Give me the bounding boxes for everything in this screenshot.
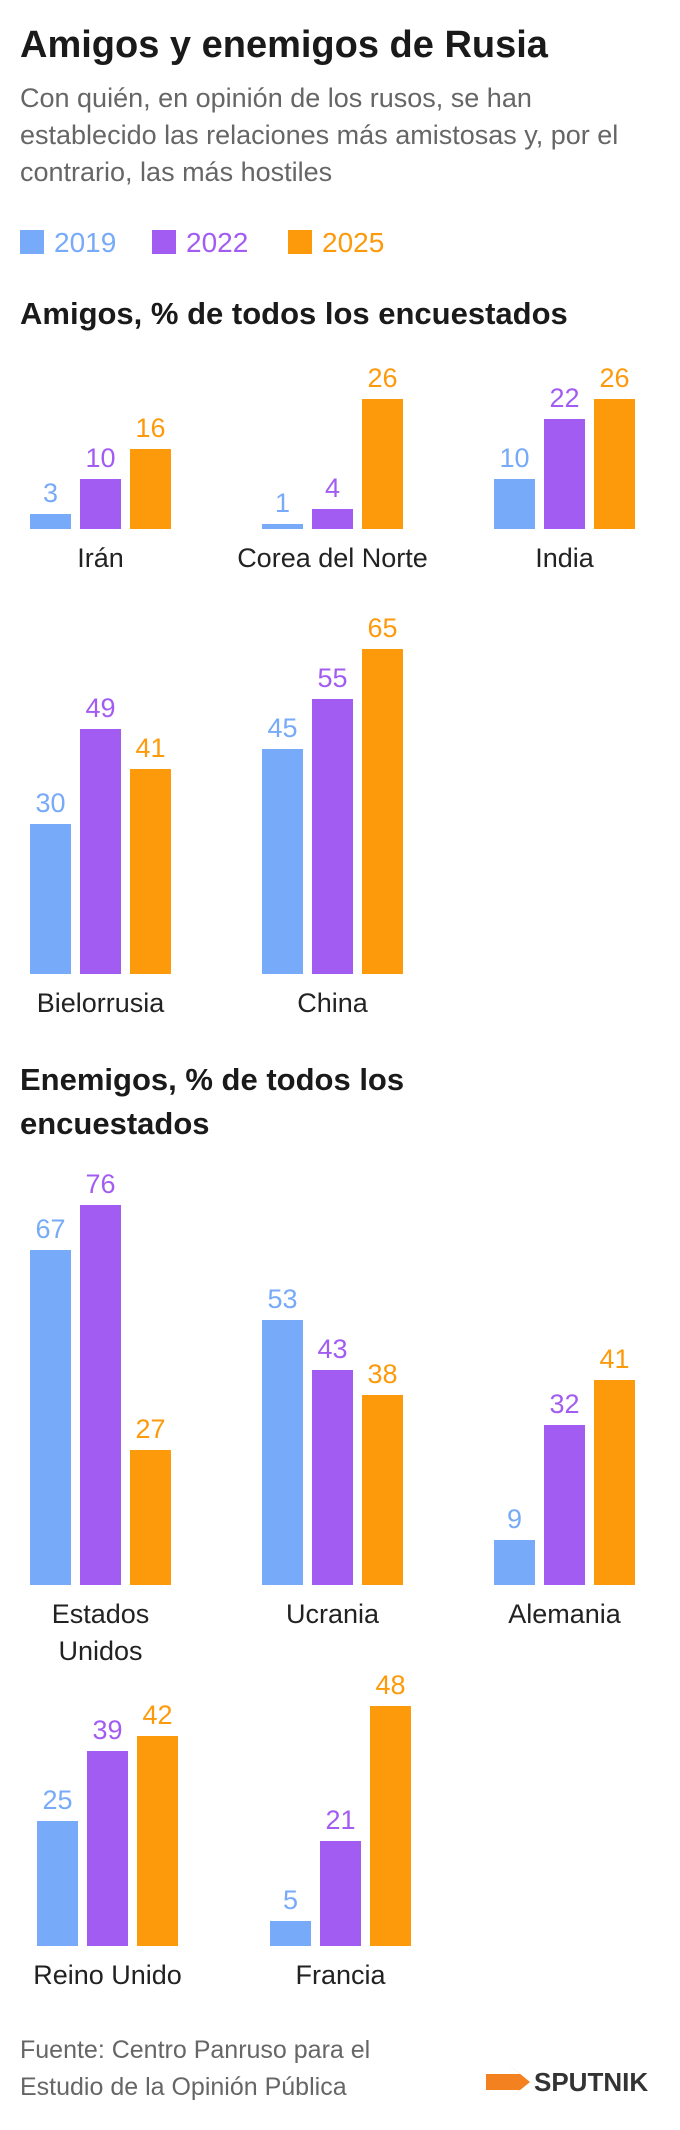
bar — [312, 1370, 353, 1585]
value-label: 55 — [317, 663, 347, 693]
category-label: Alemania — [508, 1599, 622, 1629]
bar — [312, 509, 353, 529]
category-label: India — [535, 543, 595, 573]
value-label: 32 — [549, 1389, 579, 1419]
bar — [130, 1450, 171, 1585]
value-label: 76 — [85, 1169, 115, 1199]
value-label: 67 — [35, 1214, 65, 1244]
bar — [594, 1380, 635, 1585]
bar — [262, 524, 303, 529]
value-label: 26 — [367, 363, 397, 393]
bar — [362, 399, 403, 529]
bar — [262, 749, 303, 974]
value-label: 39 — [92, 1715, 122, 1745]
value-label: 4 — [325, 473, 340, 503]
legend-label: 2022 — [186, 227, 248, 258]
legend-label: 2019 — [54, 227, 116, 258]
value-label: 9 — [507, 1504, 522, 1534]
bar — [130, 449, 171, 529]
bar — [362, 1395, 403, 1585]
value-label: 26 — [599, 363, 629, 393]
value-label: 1 — [275, 488, 290, 518]
legend-swatch — [288, 230, 312, 254]
value-label: 41 — [599, 1344, 629, 1374]
bar — [320, 1841, 361, 1946]
category-label: Reino Unido — [33, 1960, 182, 1990]
bar — [30, 824, 71, 974]
bar — [370, 1706, 411, 1946]
value-label: 45 — [267, 713, 297, 743]
bar — [362, 649, 403, 974]
value-label: 22 — [549, 383, 579, 413]
category-label: Francia — [295, 1960, 386, 1990]
bar — [544, 419, 585, 529]
bar — [494, 1540, 535, 1585]
brand-logo — [486, 2064, 530, 2100]
category-label: China — [297, 988, 369, 1018]
value-label: 30 — [35, 788, 65, 818]
bar — [137, 1736, 178, 1946]
value-label: 42 — [142, 1700, 172, 1730]
legend-swatch — [20, 230, 44, 254]
value-label: 16 — [135, 413, 165, 443]
category-label: Ucrania — [286, 1599, 380, 1629]
bar — [594, 399, 635, 529]
value-label: 43 — [317, 1334, 347, 1364]
source-line: Estudio de la Opinión Pública — [20, 2073, 347, 2101]
value-label: 41 — [135, 733, 165, 763]
bar — [80, 1205, 121, 1585]
value-label: 27 — [135, 1414, 165, 1444]
source: Fuente: Centro Panruso para el Estudio d… — [20, 2032, 370, 2106]
section-heading: Enemigos, % de todos los encuestados — [20, 1062, 405, 1141]
value-label: 53 — [267, 1284, 297, 1314]
value-label: 3 — [43, 478, 58, 508]
value-label: 48 — [375, 1670, 405, 1700]
title: Amigos y enemigos de Rusia — [20, 24, 548, 66]
legend-label: 2025 — [322, 227, 384, 258]
bar — [262, 1320, 303, 1585]
value-label: 65 — [367, 613, 397, 643]
bar — [80, 729, 121, 974]
value-label: 5 — [283, 1885, 298, 1915]
value-label: 21 — [325, 1805, 355, 1835]
bar — [312, 699, 353, 974]
source-line: Fuente: Centro Panruso para el — [20, 2036, 371, 2064]
value-label: 38 — [367, 1359, 397, 1389]
bar — [30, 1250, 71, 1585]
value-label: 25 — [42, 1785, 72, 1815]
bar — [87, 1751, 128, 1946]
bar — [494, 479, 535, 529]
legend-swatch — [152, 230, 176, 254]
bar — [37, 1821, 78, 1946]
value-label: 10 — [85, 443, 115, 473]
bar — [270, 1921, 311, 1946]
category-label: Estados Unidos — [52, 1599, 150, 1666]
bar — [30, 514, 71, 529]
category-label: Bielorrusia — [37, 988, 166, 1018]
bar — [544, 1425, 585, 1585]
category-label: Irán — [77, 543, 124, 573]
section-heading: Amigos, % de todos los encuestados — [20, 296, 568, 331]
brand: SPUTNIK — [534, 2067, 648, 2097]
bar — [130, 769, 171, 974]
value-label: 10 — [499, 443, 529, 473]
category-label: Corea del Norte — [237, 543, 428, 573]
value-label: 49 — [85, 693, 115, 723]
subtitle: Con quién, en opinión de los rusos, se h… — [20, 83, 619, 187]
bar — [80, 479, 121, 529]
